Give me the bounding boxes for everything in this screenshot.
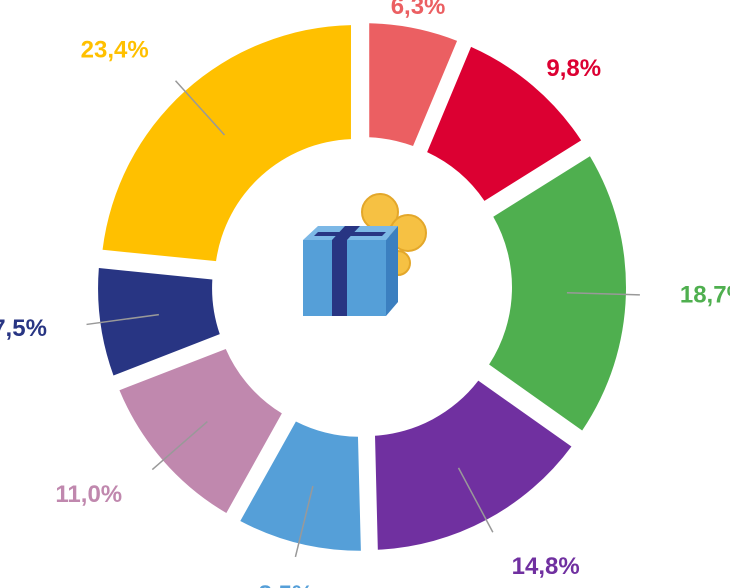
leader-line	[86, 313, 159, 326]
leader-line	[294, 485, 314, 558]
donut-segment	[489, 156, 626, 431]
donut-segment	[119, 348, 282, 514]
data-label: 7,5%	[0, 315, 47, 342]
donut-segment	[375, 380, 572, 550]
data-label: 6,3%	[391, 0, 446, 20]
donut-segment	[369, 23, 458, 147]
leader-line	[151, 421, 208, 471]
donut-segment	[98, 267, 220, 376]
leader-line	[566, 292, 640, 296]
leader-line	[174, 80, 226, 136]
donut-segment	[427, 46, 582, 201]
data-label: 23,4%	[81, 36, 149, 63]
data-label: 8,5%	[258, 581, 313, 588]
data-label: 9,8%	[546, 55, 601, 82]
data-label: 11,0%	[55, 481, 122, 508]
donut-segment	[240, 421, 361, 551]
data-label: 14,8%	[512, 553, 580, 580]
leader-line	[457, 467, 494, 533]
center-icon	[303, 193, 427, 316]
donut-segment	[102, 25, 352, 262]
data-label: 18,7%	[680, 281, 730, 308]
